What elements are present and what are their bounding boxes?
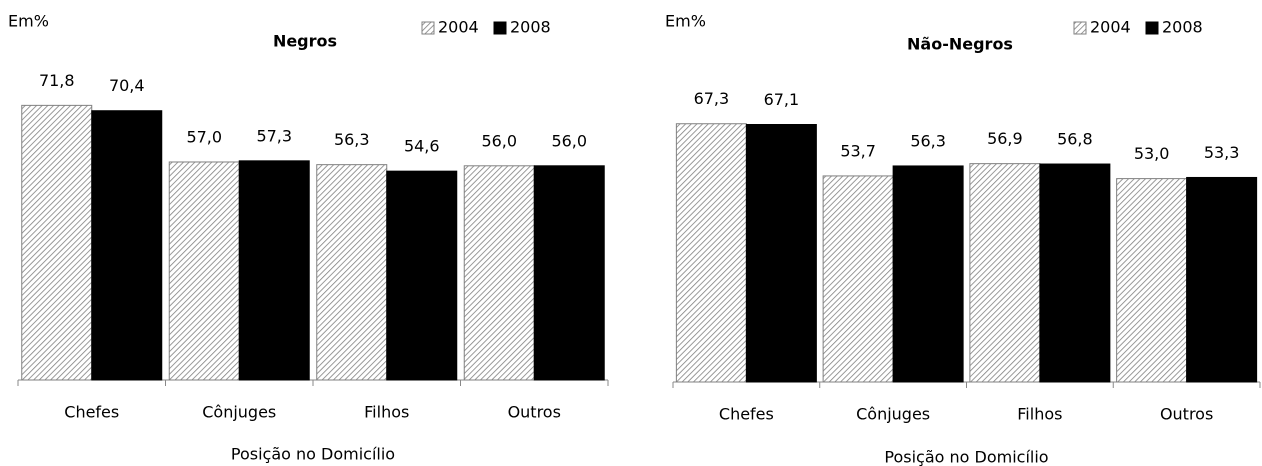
bar [745, 124, 817, 383]
bar [675, 123, 747, 383]
value-label: 56,9 [987, 129, 1023, 148]
value-label: 67,3 [694, 89, 730, 108]
bar [91, 110, 163, 381]
unit-label: Em% [8, 12, 49, 31]
value-label: 53,3 [1204, 143, 1240, 162]
value-label: 53,0 [1134, 144, 1170, 163]
legend-swatch [421, 21, 435, 35]
value-label: 56,8 [1057, 130, 1093, 149]
value-label: 57,0 [186, 127, 222, 146]
x-tick-label: Cônjuges [856, 405, 930, 424]
value-label: 71,8 [39, 71, 75, 90]
x-axis-label: Posição no Domicílio [884, 448, 1048, 466]
legend-label: 2008 [1162, 18, 1203, 37]
unit-label: Em% [665, 12, 706, 31]
legend-swatch [1145, 21, 1159, 35]
legend-label: 2008 [510, 18, 551, 37]
legend-label: 2004 [438, 18, 479, 37]
x-axis-label: Posição no Domicílio [231, 445, 395, 464]
x-tick-label: Filhos [1017, 405, 1062, 424]
x-tick-label: Cônjuges [202, 403, 276, 422]
legend-label: 2004 [1090, 18, 1131, 37]
x-tick-label: Outros [508, 403, 561, 422]
bar [168, 161, 240, 381]
chart-title: Negros [273, 32, 337, 51]
bar [386, 170, 458, 381]
x-tick-label: Filhos [364, 403, 409, 422]
legend-swatch [493, 21, 507, 35]
bar [533, 165, 605, 381]
value-label: 70,4 [109, 76, 145, 95]
bar [316, 164, 388, 381]
bar [969, 163, 1041, 383]
bar [1116, 178, 1188, 383]
chart-title: Não-Negros [907, 35, 1013, 54]
bar [463, 165, 535, 381]
bar [1039, 163, 1111, 383]
bar [21, 104, 93, 381]
value-label: 56,3 [334, 130, 370, 149]
bar [1186, 176, 1258, 383]
bar [822, 175, 894, 383]
value-label: 56,0 [551, 131, 587, 150]
bar [238, 160, 310, 381]
value-label: 56,3 [910, 131, 946, 150]
legend-swatch [1073, 21, 1087, 35]
bar [892, 165, 964, 383]
x-tick-label: Chefes [719, 405, 774, 424]
value-label: 54,6 [404, 137, 440, 156]
value-label: 56,0 [481, 131, 517, 150]
value-label: 57,3 [256, 126, 292, 145]
x-tick-label: Chefes [64, 403, 119, 422]
x-tick-label: Outros [1160, 405, 1213, 424]
value-label: 53,7 [840, 141, 876, 160]
value-label: 67,1 [764, 90, 800, 109]
